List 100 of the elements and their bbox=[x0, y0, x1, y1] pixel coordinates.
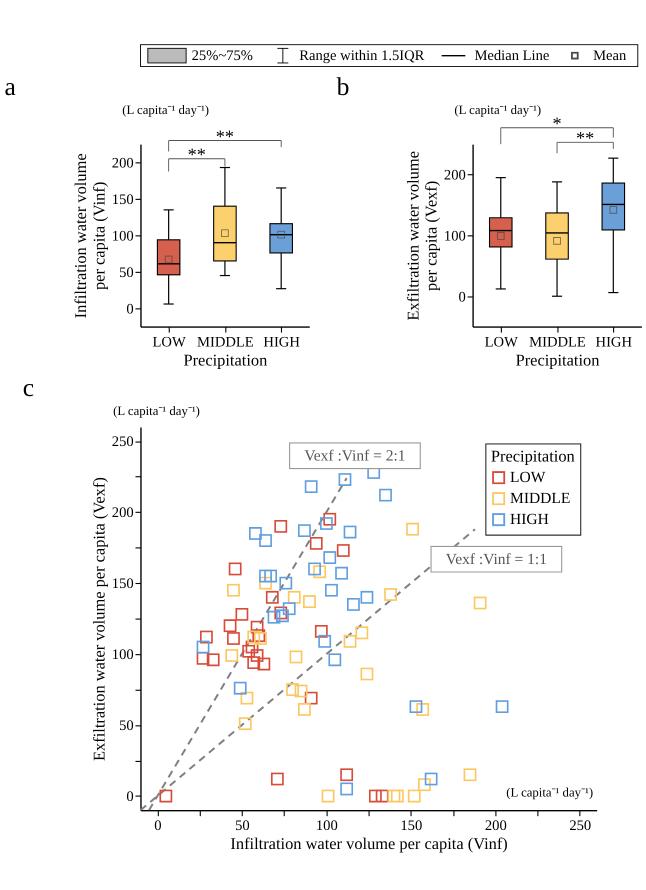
point bbox=[303, 595, 316, 608]
point bbox=[323, 512, 336, 526]
point bbox=[252, 629, 266, 642]
point bbox=[270, 772, 284, 786]
point bbox=[379, 488, 392, 502]
point bbox=[274, 606, 288, 620]
x-tick-label: HIGH bbox=[263, 334, 300, 350]
point bbox=[235, 608, 248, 621]
point bbox=[408, 790, 421, 802]
legend-label: MIDDLE bbox=[510, 490, 570, 508]
annotation: (L capita⁻¹ day⁻¹) bbox=[506, 786, 594, 800]
point bbox=[464, 768, 476, 782]
y-tick-label: 200 bbox=[112, 505, 134, 522]
y-tick-label: 150 bbox=[112, 192, 134, 208]
y-tick-label: 250 bbox=[112, 434, 134, 450]
chart-title: b bbox=[336, 72, 350, 101]
point bbox=[266, 590, 279, 604]
x-tick-label: 50 bbox=[235, 818, 250, 834]
point bbox=[240, 692, 254, 705]
point bbox=[340, 768, 354, 782]
y-tick-label: 50 bbox=[119, 264, 134, 281]
annotation: Vexf :Vinf = 1:1 bbox=[446, 550, 547, 568]
x-tick-label: 150 bbox=[400, 818, 422, 834]
point bbox=[313, 565, 326, 578]
text: (L capita⁻¹ day⁻¹) bbox=[122, 103, 210, 118]
y-tick-label: 100 bbox=[112, 228, 134, 244]
x-tick-label: 0 bbox=[154, 818, 162, 834]
text: Range within 1.5IQR bbox=[299, 48, 425, 64]
x-tick-label: 100 bbox=[316, 818, 338, 834]
point bbox=[264, 570, 278, 582]
x-tick-label: LOW bbox=[484, 334, 518, 350]
point bbox=[384, 588, 397, 601]
point bbox=[224, 619, 236, 632]
point bbox=[368, 790, 382, 802]
y-tick-label: 200 bbox=[112, 155, 134, 172]
y-tick-label: 0 bbox=[458, 289, 466, 306]
point bbox=[298, 524, 311, 538]
point bbox=[238, 717, 252, 730]
point bbox=[279, 576, 292, 590]
point bbox=[268, 610, 280, 624]
y-tick-label: 100 bbox=[444, 228, 466, 244]
point bbox=[298, 703, 311, 716]
point bbox=[304, 692, 318, 705]
y-tick-label: 200 bbox=[444, 168, 466, 184]
point bbox=[196, 640, 210, 654]
point bbox=[390, 790, 404, 802]
legend-title: Precipitation bbox=[490, 446, 575, 466]
point bbox=[276, 609, 289, 622]
y-tick-label: 0 bbox=[126, 789, 134, 806]
text: 25%~75% bbox=[192, 48, 253, 64]
point bbox=[347, 598, 360, 611]
point bbox=[410, 700, 422, 714]
point bbox=[257, 658, 270, 670]
point bbox=[322, 790, 334, 802]
x-axis-title: Precipitation bbox=[516, 350, 600, 370]
point bbox=[360, 590, 374, 604]
point bbox=[418, 778, 431, 792]
point bbox=[259, 570, 272, 582]
x-tick-label: LOW bbox=[152, 334, 186, 350]
point bbox=[496, 700, 509, 714]
legend-label: HIGH bbox=[510, 511, 549, 528]
legend-label: LOW bbox=[510, 469, 546, 486]
point bbox=[424, 772, 438, 786]
point bbox=[247, 630, 260, 644]
x-tick-label: 200 bbox=[484, 818, 507, 834]
point bbox=[227, 632, 240, 645]
chart-title: a bbox=[4, 72, 16, 101]
text: Median Line bbox=[474, 48, 550, 64]
annotation: ** bbox=[188, 144, 206, 165]
point bbox=[325, 584, 338, 597]
point bbox=[320, 517, 333, 530]
point bbox=[259, 576, 272, 590]
point bbox=[200, 630, 213, 644]
point bbox=[242, 644, 256, 658]
point bbox=[416, 703, 430, 716]
y-tick-label: 150 bbox=[112, 576, 134, 592]
point bbox=[338, 473, 352, 486]
point bbox=[234, 682, 247, 695]
y-axis-title: Infiltration water volume per capita (Vinf) bbox=[71, 153, 108, 318]
text: Mean bbox=[593, 48, 627, 64]
point bbox=[355, 626, 368, 640]
text: (L capita⁻¹ day⁻¹) bbox=[113, 404, 200, 418]
point bbox=[290, 650, 302, 664]
point bbox=[249, 527, 262, 540]
x-tick-label: HIGH bbox=[596, 334, 632, 350]
point bbox=[304, 480, 318, 494]
point bbox=[227, 584, 240, 597]
point bbox=[206, 653, 220, 666]
point bbox=[259, 534, 272, 547]
y-tick-label: 0 bbox=[126, 301, 134, 318]
point bbox=[282, 602, 296, 616]
point bbox=[254, 632, 267, 645]
point bbox=[376, 790, 389, 802]
point bbox=[323, 551, 336, 564]
point bbox=[225, 649, 238, 662]
point bbox=[228, 562, 242, 576]
point bbox=[406, 522, 419, 536]
y-tick-label: 100 bbox=[112, 647, 134, 664]
point bbox=[310, 536, 323, 550]
x-axis-title: Infiltration water volume per capita (Vinf) bbox=[230, 834, 508, 854]
